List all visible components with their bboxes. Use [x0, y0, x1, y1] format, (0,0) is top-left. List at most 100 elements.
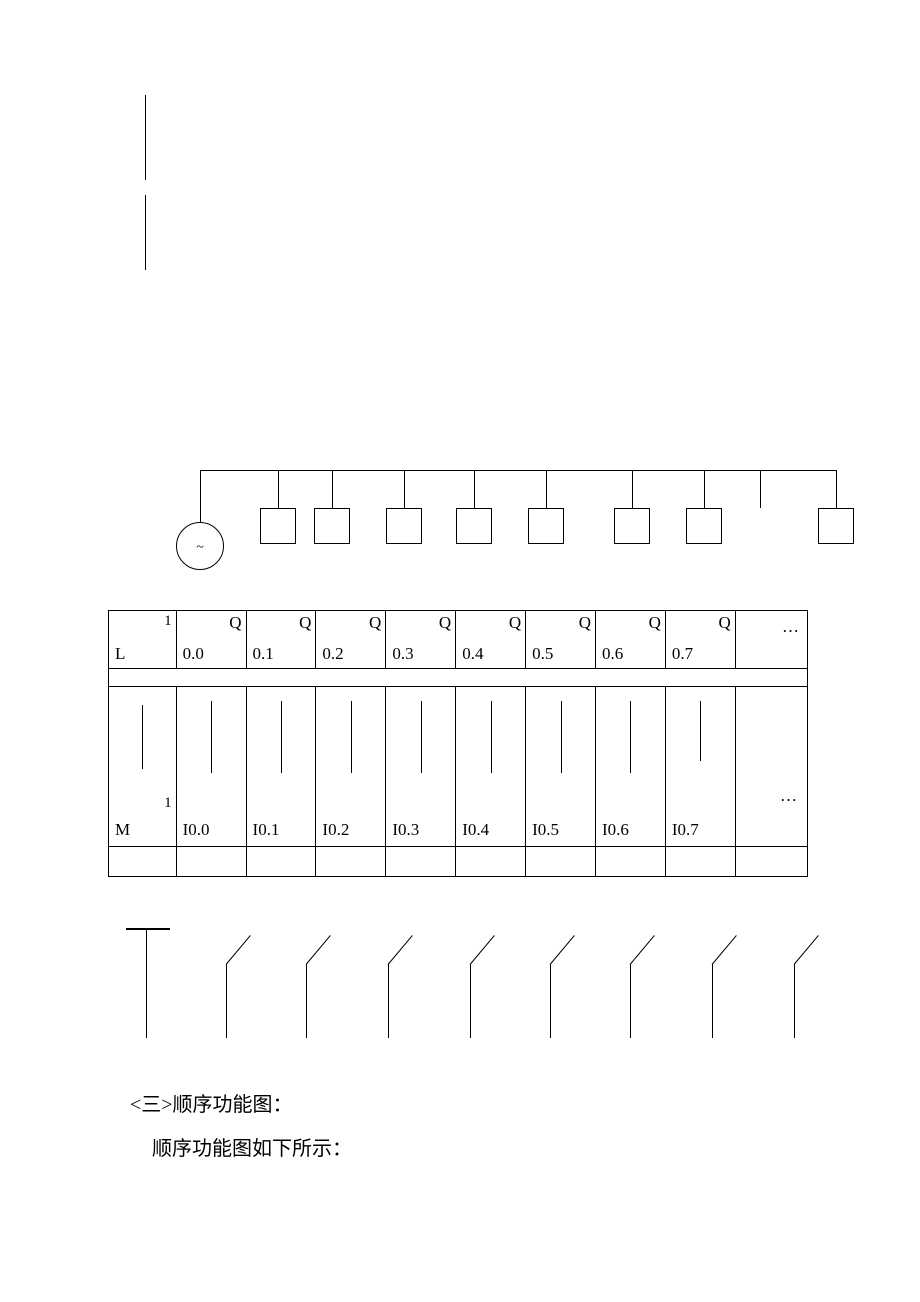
switch-stem-4	[470, 964, 471, 1038]
hdr-qv-0: 0.0	[183, 644, 204, 664]
hdr-cell-q5: Q 0.5	[526, 611, 596, 669]
mid-corner-1: 1	[164, 795, 172, 812]
bus-drop-4	[474, 470, 475, 508]
bus-drop-3	[404, 470, 405, 508]
mid-v-6	[630, 701, 631, 773]
switch-arm-4	[470, 935, 495, 965]
hdr-cell-L: 1 L	[109, 611, 177, 669]
mid-cell-M: 1 M	[109, 687, 177, 847]
ftr-8	[665, 847, 735, 877]
hdr-cell-q2: Q0.2	[316, 611, 386, 669]
hdr-cell-q6: Q 0.6	[595, 611, 665, 669]
mid-cell-3: I0.3	[386, 687, 456, 847]
mid-cell-1: I0.1	[246, 687, 316, 847]
mid-i-2: I0.2	[322, 820, 349, 840]
bus-drop-7	[704, 470, 705, 508]
hdr-q-7: Q	[718, 613, 730, 633]
load-box-4	[456, 508, 492, 544]
hdr-corner-1: 1	[164, 613, 172, 630]
heading-sfc: <三>顺序功能图：	[130, 1088, 293, 1117]
mid-main-M: M	[115, 820, 130, 840]
hdr-qv-6: 0.6	[602, 644, 623, 664]
mid-i-3: I0.3	[392, 820, 419, 840]
ac-symbol: ~	[196, 540, 204, 556]
ftr-6	[526, 847, 596, 877]
load-box-6	[614, 508, 650, 544]
switch-stem-6	[630, 964, 631, 1038]
mid-cell-4: I0.4	[456, 687, 526, 847]
ftr-9	[735, 847, 807, 877]
bus-drop-5	[546, 470, 547, 508]
hdr-q-2: Q	[369, 613, 381, 633]
switch-arm-5	[550, 935, 575, 965]
switch-rail	[130, 928, 830, 1048]
table-row-footer	[109, 847, 808, 877]
hdr-cell-q1: Q 0.1	[246, 611, 316, 669]
switch-arm-7	[712, 935, 737, 965]
mid-v-5	[561, 701, 562, 773]
wiring-bus: ~	[200, 470, 860, 580]
hdr-qv-4: 0.4	[462, 644, 483, 664]
ftr-7	[595, 847, 665, 877]
hdr-main-L: L	[115, 644, 125, 664]
load-box-3	[386, 508, 422, 544]
mid-cell-0: I0.0	[176, 687, 246, 847]
hdr-cell-q4: Q 0.4	[456, 611, 526, 669]
hdr-cell-q3: Q 0.3	[386, 611, 456, 669]
switch-arm-1	[226, 935, 251, 965]
hdr-q-1: Q	[299, 613, 311, 633]
switch-stem-1	[226, 964, 227, 1038]
page: ~ 1 L Q 0.0 Q 0.1	[0, 0, 920, 1302]
hdr-q-5: Q	[579, 613, 591, 633]
bus-horizontal	[200, 470, 836, 471]
switch-stem-5	[550, 964, 551, 1038]
ftr-3	[316, 847, 386, 877]
load-box-1	[260, 508, 296, 544]
mid-cell-7: I0.7	[665, 687, 735, 847]
load-box-5	[528, 508, 564, 544]
mid-cell-6: I0.6	[595, 687, 665, 847]
mid-v-0	[211, 701, 212, 773]
hdr-cell-dots: …	[735, 611, 807, 669]
hdr-qv-5: 0.5	[532, 644, 553, 664]
hdr-qv-7: 0.7	[672, 644, 693, 664]
switch-stem-7	[712, 964, 713, 1038]
mid-v-col0	[142, 705, 143, 769]
switch-arm-3	[388, 935, 413, 965]
load-box-7	[686, 508, 722, 544]
ftr-5	[456, 847, 526, 877]
mid-v-7	[700, 701, 701, 761]
bus-drop-8	[836, 470, 837, 508]
segment-line-2	[145, 195, 146, 270]
hdr-qv-1: 0.1	[253, 644, 274, 664]
mid-i-0: I0.0	[183, 820, 210, 840]
switch-stem-2	[306, 964, 307, 1038]
mid-v-4	[491, 701, 492, 773]
mid-i-7: I0.7	[672, 820, 699, 840]
hdr-q-3: Q	[439, 613, 451, 633]
gap-cell	[109, 669, 808, 687]
ground-bar-icon	[126, 928, 170, 930]
mid-cell-2: I0.2	[316, 687, 386, 847]
switch-arm-2	[306, 935, 331, 965]
switch-stem-3	[388, 964, 389, 1038]
ftr-2	[246, 847, 316, 877]
ac-source-icon: ~	[176, 522, 224, 570]
table-row-header: 1 L Q 0.0 Q 0.1 Q0.2 Q 0.3 Q 0.4 Q 0.5 Q 0.6 Q…	[109, 611, 808, 669]
ftr-0	[109, 847, 177, 877]
hdr-q-4: Q	[509, 613, 521, 633]
hdr-q-0: Q	[229, 613, 241, 633]
table-row-mid: 1 M I0.0 I0.1 I0.2 I0.3 I0.4 I0.5 I0.6 I…	[109, 687, 808, 847]
table-row-gap	[109, 669, 808, 687]
mid-i-6: I0.6	[602, 820, 629, 840]
mid-v-3	[421, 701, 422, 773]
hdr-q-6: Q	[649, 613, 661, 633]
switch-arm-6	[630, 935, 655, 965]
caption-sfc: 顺序功能图如下所示：	[152, 1132, 352, 1161]
segment-line-1	[145, 95, 146, 180]
mid-i-4: I0.4	[462, 820, 489, 840]
hdr-qv-3: 0.3	[392, 644, 413, 664]
bus-drop-6	[632, 470, 633, 508]
switch-arm-8	[794, 935, 819, 965]
io-table: 1 L Q 0.0 Q 0.1 Q0.2 Q 0.3 Q 0.4 Q 0.5 Q 0.6 Q…	[108, 610, 808, 877]
